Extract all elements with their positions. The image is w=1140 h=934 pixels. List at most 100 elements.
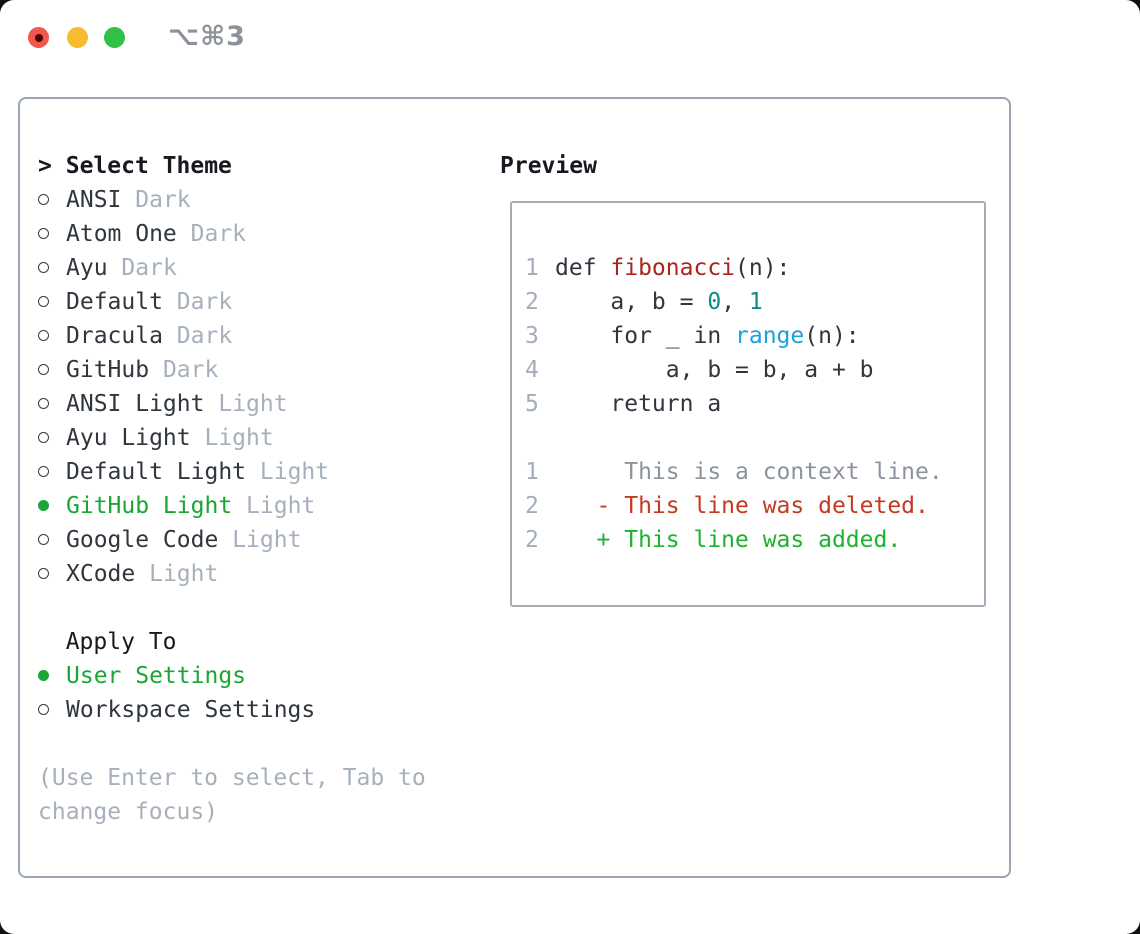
minimize-button[interactable] bbox=[67, 27, 88, 48]
code-line: 2 a, b = 0, 1 bbox=[525, 285, 984, 319]
code-token: a, b = bbox=[555, 289, 708, 315]
diff-added-line: 2 + This line was added. bbox=[525, 523, 984, 557]
code-token: - This line was deleted. bbox=[555, 493, 929, 519]
theme-tag: Light bbox=[246, 493, 316, 519]
theme-name: Google Code bbox=[66, 527, 219, 553]
code-line: 5 return a bbox=[525, 387, 984, 421]
hint-line-1: (Use Enter to select, Tab to bbox=[38, 765, 426, 791]
code-token: (n): bbox=[735, 255, 791, 281]
code-line: 4 a, b = b, a + b bbox=[525, 353, 984, 387]
code-token: , bbox=[721, 289, 749, 315]
theme-tag: Light bbox=[149, 561, 219, 587]
theme-tag: Dark bbox=[162, 357, 219, 383]
line-number: 2 bbox=[525, 493, 539, 519]
theme-option-github-dark[interactable]: GitHub Dark bbox=[38, 353, 426, 387]
theme-option-xcode-light[interactable]: XCode Light bbox=[38, 557, 426, 591]
theme-name: GitHub Light bbox=[66, 493, 233, 519]
theme-option-google-code-light[interactable]: Google Code Light bbox=[38, 523, 426, 557]
theme-option-ayu-dark[interactable]: Ayu Dark bbox=[38, 251, 426, 285]
radio-icon bbox=[38, 431, 49, 443]
radio-icon bbox=[38, 329, 49, 341]
code-token: (n): bbox=[804, 323, 860, 349]
line-number: 2 bbox=[525, 289, 539, 315]
radio-icon bbox=[38, 261, 49, 273]
theme-tag: Dark bbox=[176, 289, 233, 315]
line-number: 5 bbox=[525, 391, 539, 417]
theme-picker-header: > Select Theme bbox=[38, 149, 426, 183]
apply-option-workspace-settings[interactable]: Workspace Settings bbox=[38, 693, 426, 727]
line-number: 4 bbox=[525, 357, 539, 383]
apply-to-title: > Apply To bbox=[65, 629, 177, 655]
radio-icon bbox=[38, 227, 49, 239]
code-token: fibonacci bbox=[610, 255, 736, 281]
window-shortcut: ⌥⌘3 bbox=[168, 21, 246, 52]
radio-icon bbox=[38, 397, 49, 409]
apply-option-user-settings[interactable]: User Settings bbox=[38, 659, 426, 693]
theme-dialog-panel: > Select Theme ANSI Dark Atom One Dark A… bbox=[18, 97, 1011, 878]
radio-icon bbox=[38, 295, 49, 307]
code-line: 3 for _ in range(n): bbox=[525, 319, 984, 353]
code-line: 1 def fibonacci(n): bbox=[525, 251, 984, 285]
theme-option-default-dark[interactable]: Default Dark bbox=[38, 285, 426, 319]
theme-tag: Light bbox=[204, 425, 274, 451]
theme-name: Ayu Light bbox=[66, 425, 191, 451]
theme-name: ANSI Light bbox=[66, 391, 205, 417]
theme-tag: Dark bbox=[135, 187, 191, 213]
theme-option-ayu-light[interactable]: Ayu Light Light bbox=[38, 421, 426, 455]
theme-tag: Dark bbox=[190, 221, 247, 247]
theme-picker-title: Select Theme bbox=[65, 153, 232, 179]
hint-text: (Use Enter to select, Tab to change focu… bbox=[38, 761, 426, 829]
code-token: This is a context line. bbox=[555, 459, 943, 485]
apply-option-label: Workspace Settings bbox=[66, 697, 316, 723]
diff-deleted-line: 2 - This line was deleted. bbox=[525, 489, 984, 523]
radio-icon bbox=[38, 703, 49, 715]
code-token: return a bbox=[555, 391, 722, 417]
code-token: 1 bbox=[748, 289, 763, 315]
theme-picker: > Select Theme ANSI Dark Atom One Dark A… bbox=[38, 149, 426, 829]
code-line-blank bbox=[525, 421, 984, 455]
line-number: 2 bbox=[525, 527, 539, 553]
radio-icon bbox=[38, 567, 49, 579]
radio-icon bbox=[38, 193, 49, 205]
radio-icon bbox=[38, 363, 49, 375]
close-button[interactable] bbox=[28, 27, 49, 48]
theme-tag: Dark bbox=[176, 323, 233, 349]
theme-option-default-light[interactable]: Default Light Light bbox=[38, 455, 426, 489]
theme-tag: Light bbox=[259, 459, 330, 485]
radio-icon bbox=[38, 533, 49, 545]
theme-name: Default Light bbox=[66, 459, 247, 485]
theme-tag: Light bbox=[218, 391, 288, 417]
code-token: def bbox=[555, 255, 611, 281]
theme-tag: Dark bbox=[121, 255, 177, 281]
theme-option-ansi-light[interactable]: ANSI Light Light bbox=[38, 387, 426, 421]
theme-name: XCode bbox=[66, 561, 136, 587]
radio-selected-icon bbox=[38, 499, 49, 511]
theme-option-github-light[interactable]: GitHub Light Light bbox=[38, 489, 426, 523]
code-token: 0 bbox=[707, 289, 722, 315]
code-token: for _ in bbox=[555, 323, 736, 349]
theme-option-atom-one-dark[interactable]: Atom One Dark bbox=[38, 217, 426, 251]
cursor-icon: > bbox=[38, 153, 52, 179]
code-token: range bbox=[735, 323, 805, 349]
radio-selected-icon bbox=[38, 669, 49, 681]
theme-name: Atom One bbox=[66, 221, 177, 247]
unsaved-dot-icon bbox=[34, 33, 43, 42]
theme-name: Dracula bbox=[66, 323, 163, 349]
zoom-button[interactable] bbox=[104, 27, 125, 48]
titlebar: ⌥⌘3 bbox=[0, 0, 1140, 76]
preview-panel: 1 def fibonacci(n): 2 a, b = 0, 1 3 for _… bbox=[510, 201, 986, 607]
apply-option-label: User Settings bbox=[66, 663, 247, 689]
line-number: 1 bbox=[525, 459, 539, 485]
diff-context-line: 1 This is a context line. bbox=[525, 455, 984, 489]
code-token: + This line was added. bbox=[555, 527, 902, 553]
theme-option-ansi-dark[interactable]: ANSI Dark bbox=[38, 183, 426, 217]
theme-name: GitHub bbox=[66, 357, 150, 383]
hint-line-2: change focus) bbox=[38, 799, 219, 825]
theme-option-dracula-dark[interactable]: Dracula Dark bbox=[38, 319, 426, 353]
code-token: a, b = b, a + b bbox=[555, 357, 874, 383]
theme-tag: Light bbox=[232, 527, 302, 553]
preview-title: Preview bbox=[500, 153, 597, 179]
line-number: 1 bbox=[525, 255, 539, 281]
theme-name: Default bbox=[66, 289, 163, 315]
